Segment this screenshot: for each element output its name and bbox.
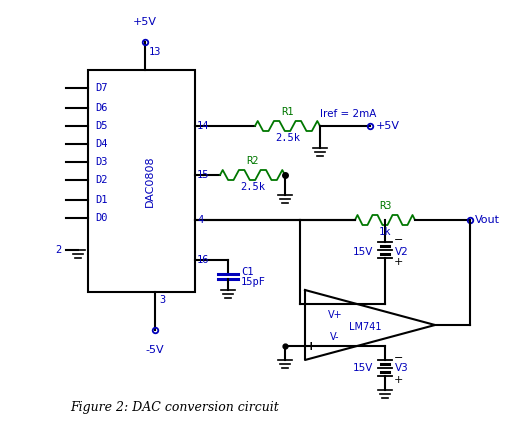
- Text: −: −: [394, 353, 404, 363]
- Text: 15: 15: [197, 170, 210, 180]
- Text: 16: 16: [197, 255, 210, 265]
- Text: 15V: 15V: [353, 363, 373, 373]
- Text: 1k: 1k: [379, 227, 391, 237]
- Text: 4: 4: [197, 215, 203, 225]
- Text: -5V: -5V: [146, 345, 164, 355]
- Text: +: +: [394, 257, 404, 267]
- Text: R1: R1: [281, 107, 294, 117]
- Text: D0: D0: [95, 213, 108, 223]
- Text: LM741: LM741: [349, 322, 381, 332]
- Text: D1: D1: [95, 195, 108, 205]
- Text: +: +: [306, 340, 316, 352]
- Text: R2: R2: [246, 156, 259, 166]
- Text: Iref = 2mA: Iref = 2mA: [320, 109, 376, 119]
- Text: −: −: [306, 297, 316, 311]
- Text: C1: C1: [241, 267, 254, 277]
- Text: 2.5k: 2.5k: [240, 182, 265, 192]
- Text: D3: D3: [95, 157, 108, 167]
- Text: 15V: 15V: [353, 247, 373, 257]
- Text: 2: 2: [55, 245, 61, 255]
- Text: DAC0808: DAC0808: [145, 155, 154, 207]
- Text: V-: V-: [330, 332, 340, 342]
- Text: +5V: +5V: [133, 17, 157, 27]
- Text: D4: D4: [95, 139, 108, 149]
- Text: D5: D5: [95, 121, 108, 131]
- Text: D7: D7: [95, 83, 108, 93]
- Text: +: +: [394, 375, 404, 385]
- Text: V3: V3: [395, 363, 409, 373]
- Text: +5V: +5V: [376, 121, 400, 131]
- Text: 2.5k: 2.5k: [275, 133, 300, 143]
- Text: Vout: Vout: [475, 215, 500, 225]
- Text: 14: 14: [197, 121, 210, 131]
- Text: 15pF: 15pF: [241, 277, 266, 287]
- Text: R3: R3: [379, 201, 391, 211]
- Text: 3: 3: [159, 295, 165, 305]
- Text: Figure 2: DAC conversion circuit: Figure 2: DAC conversion circuit: [71, 401, 279, 414]
- Text: −: −: [394, 235, 404, 245]
- Text: V2: V2: [395, 247, 409, 257]
- Text: 13: 13: [149, 47, 162, 57]
- Text: D6: D6: [95, 103, 108, 113]
- Bar: [88, 70, 195, 292]
- Text: D2: D2: [95, 175, 108, 185]
- Text: V+: V+: [328, 310, 342, 320]
